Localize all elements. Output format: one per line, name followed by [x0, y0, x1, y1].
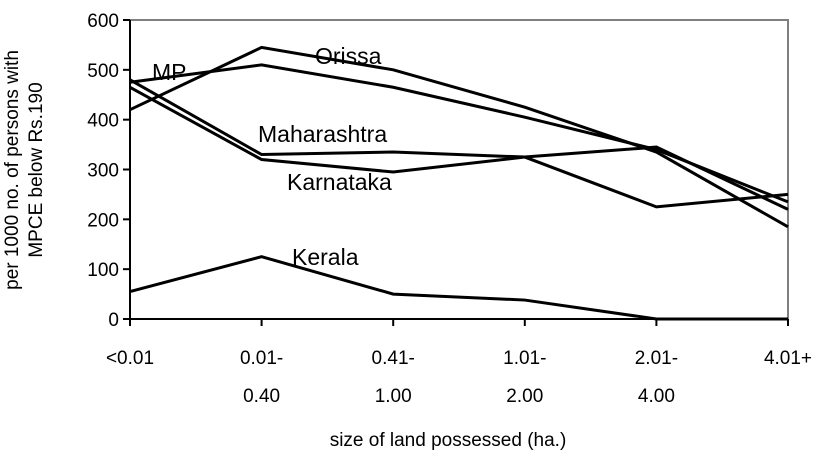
series-label: MP: [152, 59, 187, 85]
y-tick-label: 400: [87, 111, 119, 132]
y-tick-label: 100: [87, 260, 119, 281]
y-tick-label: 0: [108, 310, 119, 331]
plot-frame: [130, 19, 789, 319]
x-tick-label: 2.01-4.00: [635, 348, 678, 407]
x-tick-label: 4.01+: [764, 348, 812, 369]
y-axis-title: MPCE below Rs.190: [26, 82, 47, 257]
series-line: [129, 78, 789, 209]
series-line: [129, 85, 789, 211]
y-tick-label: 500: [87, 61, 119, 82]
y-axis-title: per 1000 no. of persons with: [2, 50, 23, 290]
x-axis-title: size of land possessed (ha.): [330, 430, 567, 451]
series-line: [129, 45, 789, 229]
series-label: Orissa: [315, 43, 382, 69]
x-tick-label: <0.01: [106, 348, 154, 369]
series-line: [129, 63, 789, 204]
series-label: Kerala: [292, 244, 359, 270]
y-tick-label: 200: [87, 210, 119, 231]
x-tick-label: 0.41-1.00: [372, 348, 415, 407]
x-tick-label: 0.01-0.40: [240, 348, 283, 407]
series-label: Karnataka: [287, 169, 392, 195]
y-tick-label: 600: [87, 11, 119, 32]
y-tick-label: 300: [87, 161, 119, 182]
series-label: Maharashtra: [258, 121, 387, 147]
x-tick-label: 1.01-2.00: [503, 348, 546, 407]
series-line: [129, 255, 788, 321]
